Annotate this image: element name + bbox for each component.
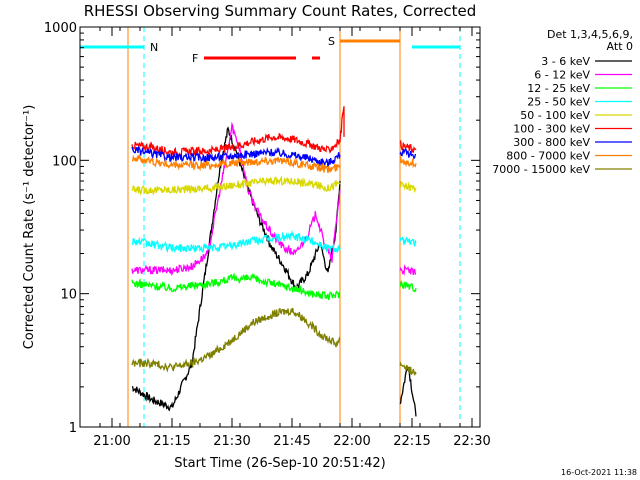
legend-label: 800 - 7000 keV xyxy=(506,150,590,163)
x-tick-label: 21:30 xyxy=(213,434,250,449)
series-line xyxy=(131,307,341,373)
legend-label: 7000 - 15000 keV xyxy=(492,163,590,176)
series-line xyxy=(399,156,417,169)
flag-label: N xyxy=(150,41,158,54)
x-tick-label: 21:00 xyxy=(93,434,130,449)
flag-label: S xyxy=(328,35,335,48)
timestamp: 16-Oct-2021 11:38 xyxy=(561,468,637,477)
attenuator-label: Att 0 xyxy=(607,40,633,53)
legend-label: 50 - 100 keV xyxy=(520,109,590,122)
legend-label: 300 - 800 keV xyxy=(513,136,590,149)
y-tick-label: 1 xyxy=(69,421,77,436)
legend-label: 12 - 25 keV xyxy=(527,82,590,95)
legend-label: 25 - 50 keV xyxy=(527,96,590,109)
series-line xyxy=(131,272,341,301)
y-axis-label: Corrected Count Rate (s⁻¹ detector⁻¹) xyxy=(22,105,37,350)
series-line xyxy=(399,361,417,376)
detectors-label: Det 1,3,4,5,6,9, xyxy=(547,28,633,41)
x-tick-label: 22:30 xyxy=(453,434,490,449)
legend-label: 3 - 6 keV xyxy=(541,55,590,68)
y-tick-label: 100 xyxy=(52,154,77,169)
series-line xyxy=(131,229,341,254)
series-line xyxy=(399,236,417,247)
series-line xyxy=(399,148,417,160)
y-tick-label: 10 xyxy=(60,288,77,303)
chart-title: RHESSI Observing Summary Count Rates, Co… xyxy=(84,2,477,20)
series-line xyxy=(399,264,417,277)
legend-label: 100 - 300 keV xyxy=(513,123,590,136)
series-line xyxy=(131,175,341,197)
series-line xyxy=(399,280,417,293)
x-tick-label: 21:15 xyxy=(153,434,190,449)
series-line xyxy=(399,180,417,194)
flag-layer: N S F xyxy=(80,35,460,65)
series-line xyxy=(131,154,341,174)
series-layer xyxy=(131,106,417,417)
axis-layer: 21:00 21:15 21:30 21:45 22:00 22:15 22:30 1 10 10… xyxy=(44,21,491,449)
series-line xyxy=(131,106,345,158)
legend-label: 6 - 12 keV xyxy=(534,69,590,82)
series-line xyxy=(131,145,341,168)
x-tick-label: 22:00 xyxy=(333,434,370,449)
x-axis-label: Start Time (26-Sep-10 20:51:42) xyxy=(174,456,385,471)
x-tick-label: 21:45 xyxy=(273,434,310,449)
flag-label: F xyxy=(192,52,198,65)
series-line xyxy=(131,126,341,412)
y-tick-label: 1000 xyxy=(44,21,77,36)
x-tick-label: 22:15 xyxy=(393,434,430,449)
marker-layer xyxy=(80,27,461,427)
